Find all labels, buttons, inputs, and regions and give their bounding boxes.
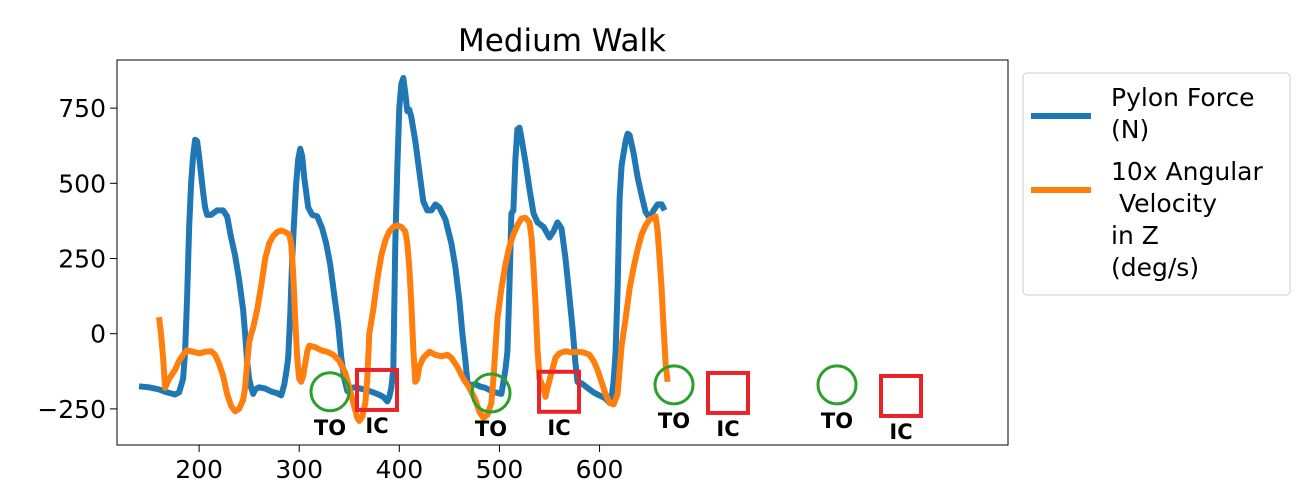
x-tick-label-300: 300 bbox=[275, 455, 323, 484]
x-tick-label-600: 600 bbox=[576, 455, 624, 484]
legend-frame bbox=[1022, 72, 1291, 296]
legend-label-1: 10x Angular Velocity in Z (deg/s) bbox=[1111, 157, 1263, 282]
ic-marker-3 bbox=[537, 369, 581, 414]
legend-label-0: Pylon Force (N) bbox=[1111, 83, 1255, 144]
ic-marker-5 bbox=[706, 370, 750, 415]
to-marker-2 bbox=[470, 372, 512, 414]
axes-layer: 200 300 400 500 600 −250 0 250 500 750 bbox=[37, 94, 623, 484]
x-tick-label-200: 200 bbox=[175, 455, 223, 484]
ic-marker-7 bbox=[879, 373, 923, 418]
legend-label-line-0-1: (N) bbox=[1111, 115, 1149, 144]
y-tick-label-4: 750 bbox=[58, 94, 106, 123]
annotation-layer: TO IC TO IC TO IC TO IC bbox=[309, 364, 923, 444]
ic-label-5: IC bbox=[716, 417, 739, 441]
to-label-4: TO bbox=[658, 409, 690, 433]
ic-label-1: IC bbox=[365, 414, 388, 438]
y-tick-label-1: 0 bbox=[90, 320, 106, 349]
ic-label-7: IC bbox=[889, 420, 912, 444]
to-label-2: TO bbox=[475, 417, 507, 441]
y-tick-label-2: 250 bbox=[58, 245, 106, 274]
plot-frame bbox=[116, 59, 1009, 446]
legend-label-line-1-1: Velocity bbox=[1111, 189, 1217, 218]
legend: Pylon Force (N) 10x Angular Velocity in Z (d… bbox=[1022, 72, 1291, 296]
x-tick-label-400: 400 bbox=[375, 455, 423, 484]
legend-label-line-1-3: (deg/s) bbox=[1111, 253, 1199, 282]
y-tick-label-3: 500 bbox=[58, 169, 106, 198]
to-label-0: TO bbox=[314, 416, 346, 440]
to-label-6: TO bbox=[821, 409, 853, 433]
y-tick-label-0: −250 bbox=[37, 395, 106, 424]
x-tick-label-500: 500 bbox=[476, 455, 524, 484]
to-marker-0 bbox=[309, 371, 351, 413]
legend-label-line-1-2: in Z bbox=[1111, 221, 1159, 250]
legend-label-line-0-0: Pylon Force bbox=[1111, 83, 1255, 112]
to-marker-4 bbox=[653, 364, 695, 406]
series-layer bbox=[138, 75, 671, 424]
chart-title: Medium Walk bbox=[458, 23, 666, 59]
series-line-1 bbox=[156, 213, 671, 424]
legend-label-line-1-0: 10x Angular bbox=[1111, 157, 1263, 186]
to-marker-6 bbox=[816, 364, 858, 406]
ic-label-3: IC bbox=[547, 416, 570, 440]
ic-marker-1 bbox=[355, 367, 399, 412]
